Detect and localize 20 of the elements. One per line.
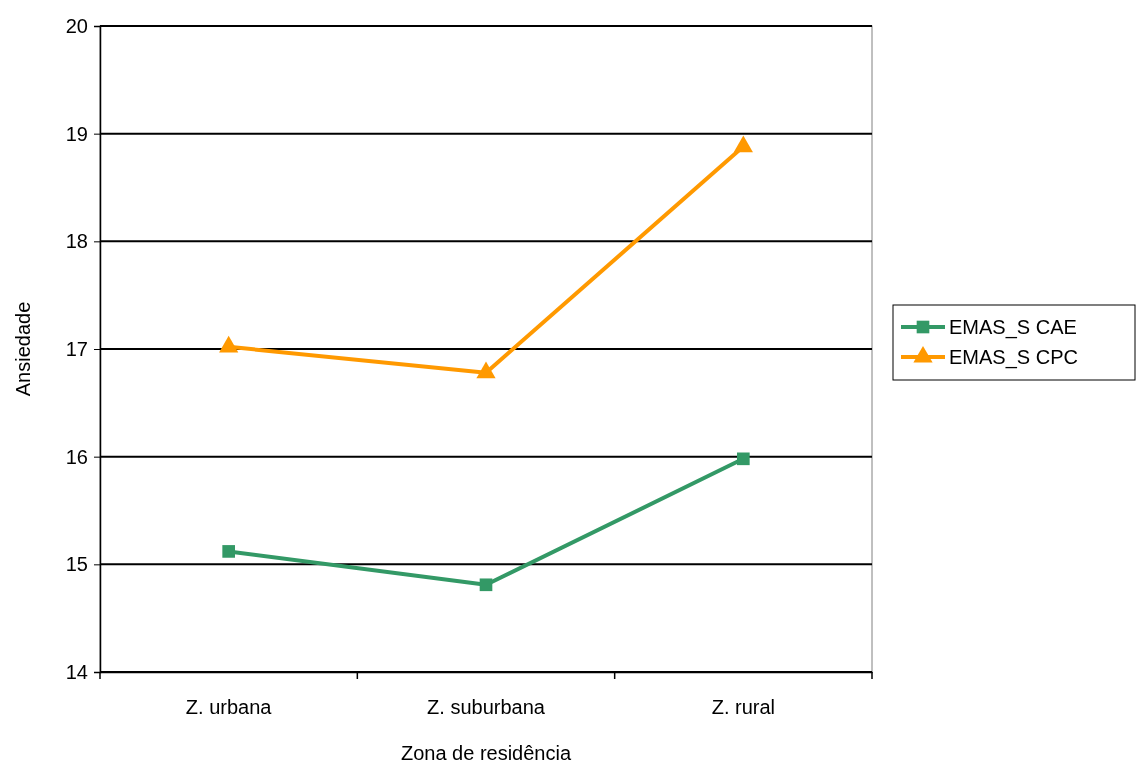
y-tick-label: 18 [65, 230, 88, 253]
y-tick-label: 19 [65, 122, 88, 145]
y-tick-label: 17 [65, 337, 88, 360]
x-tick-label: Z. urbana [185, 696, 273, 719]
point [479, 578, 493, 592]
x-axis-title: Zona de residência [400, 742, 572, 764]
legend-label: EMAS_S CAE [949, 316, 1077, 339]
y-axis-title: Ansiedade [12, 301, 34, 397]
y-tick-label: 14 [65, 660, 88, 683]
point [737, 452, 750, 466]
point [222, 545, 235, 558]
y-tick-label: 16 [65, 445, 88, 468]
point [733, 135, 753, 153]
legend-label: EMAS_S CPC [949, 346, 1078, 369]
point [219, 335, 239, 353]
x-tick-label: Z. rural [711, 696, 776, 719]
y-tick-label: 15 [65, 553, 88, 576]
point [476, 361, 496, 379]
x-tick-label: Z. suburbana [427, 696, 546, 719]
y-tick-label: 20 [65, 14, 88, 37]
